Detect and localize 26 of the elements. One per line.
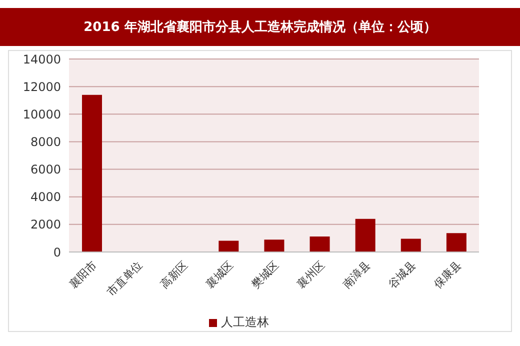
x-tick-label: 樊城区 <box>249 258 282 291</box>
x-tick-label: 市直单位 <box>104 258 145 299</box>
bar <box>446 233 466 252</box>
y-tick-label: 14000 <box>22 52 61 66</box>
bar <box>82 94 102 252</box>
bar <box>218 240 239 252</box>
chart-title: 2016 年湖北省襄阳市分县人工造林完成情况（单位：公顷） <box>0 8 520 46</box>
x-tick-label: 襄城区 <box>204 258 236 291</box>
y-tick-label: 2000 <box>30 218 61 232</box>
y-tick-label: 12000 <box>22 80 61 94</box>
x-tick-label: 襄州区 <box>294 258 328 291</box>
bar <box>400 238 421 252</box>
y-tick-label: 8000 <box>30 134 61 149</box>
legend-label: 人工造林 <box>221 315 269 329</box>
bar <box>310 236 330 252</box>
y-tick-label: 10000 <box>22 107 61 122</box>
y-tick-label: 4000 <box>30 190 61 204</box>
x-tick-label: 保康县 <box>431 258 464 291</box>
y-tick-label: 6000 <box>30 162 61 177</box>
bar <box>355 218 376 252</box>
x-tick-label: 南漳县 <box>340 258 373 291</box>
y-tick-label: 0 <box>53 245 61 260</box>
bar <box>264 240 284 252</box>
x-tick-label: 高新区 <box>158 258 191 291</box>
x-tick-label: 谷城县 <box>386 258 418 291</box>
x-tick-label: 襄阳市 <box>66 258 100 291</box>
